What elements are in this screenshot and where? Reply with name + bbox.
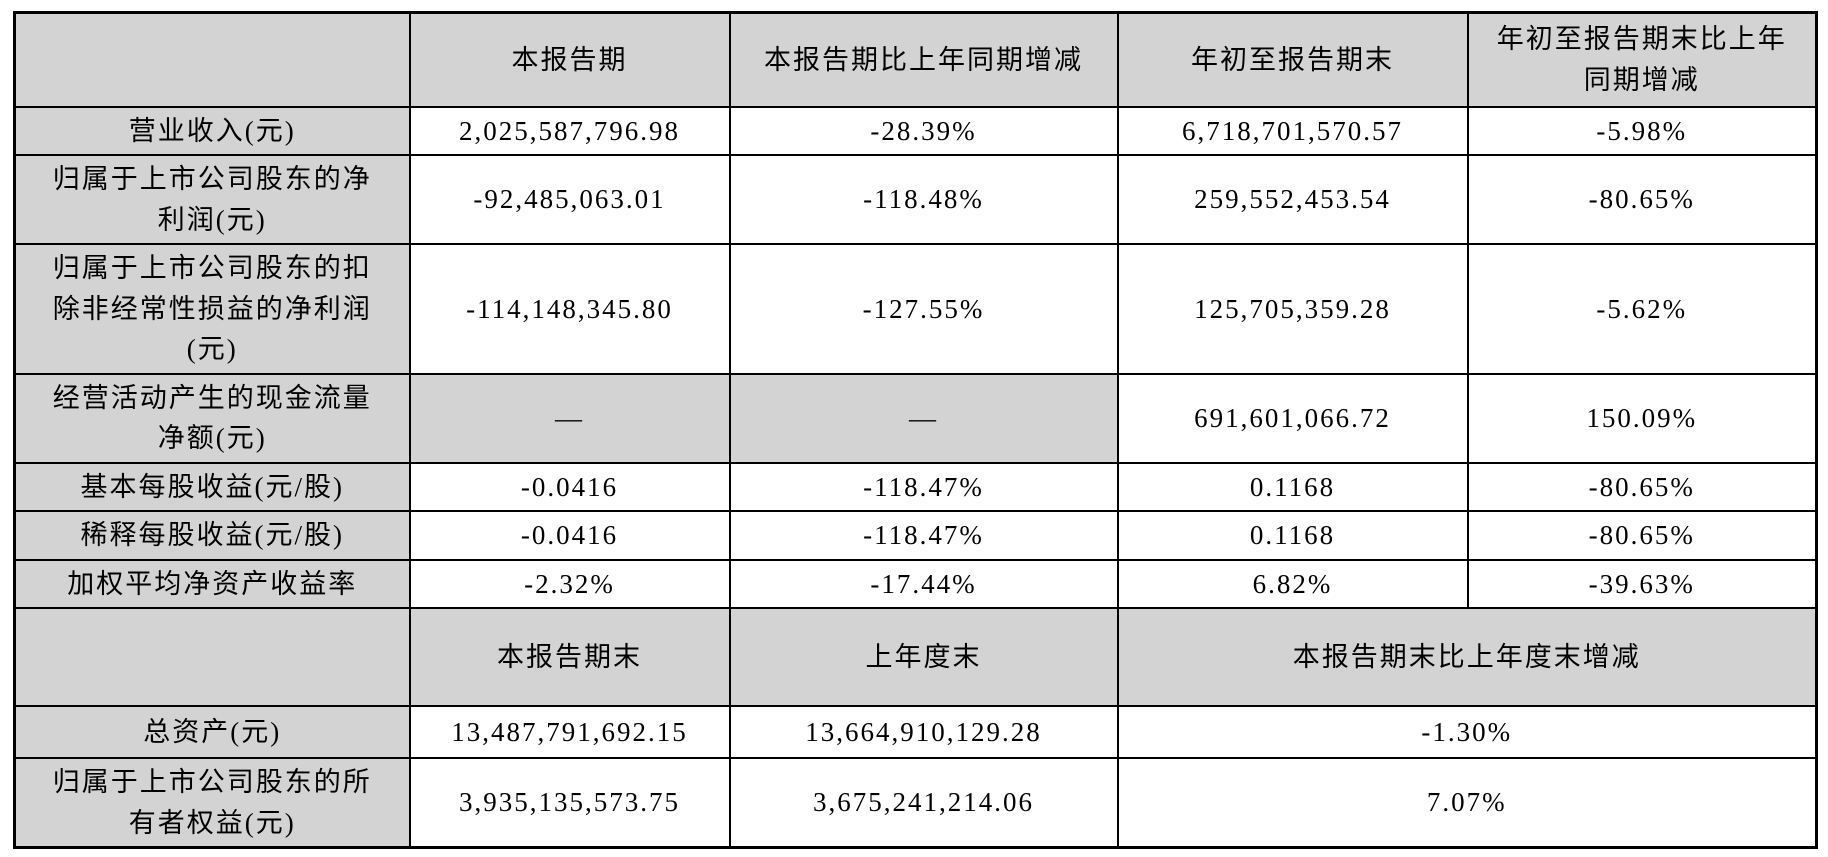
header-current-period: 本报告期	[408, 11, 731, 108]
corner-cell-period	[13, 11, 411, 108]
roe-ytd-value: 6.82%	[1116, 558, 1469, 609]
roe-current-value: -2.32%	[408, 558, 731, 609]
equity-period-end-value: 3,935,135,573.75	[408, 757, 731, 849]
basic-eps-yoy-value: -118.47%	[728, 461, 1119, 512]
total-assets-last-yearend-value: 13,664,910,129.28	[728, 705, 1119, 759]
diluted-eps-yoy-value: -118.47%	[728, 510, 1119, 561]
cash-flow-ytd-yoy-value: 150.09%	[1466, 372, 1818, 464]
revenue-ytd-yoy-value: -5.98%	[1466, 105, 1818, 156]
corner-cell-yearend	[13, 607, 411, 707]
label-net-profit-attributable: 归属于上市公司股东的净 利润(元)	[13, 154, 411, 245]
total-assets-change-value: -1.30%	[1116, 705, 1818, 759]
table-row-net-profit-excl-nonrecurring: 归属于上市公司股东的扣 除非经常性损益的净利润 (元) -114,148,345…	[13, 243, 1818, 375]
label-diluted-eps: 稀释每股收益(元/股)	[13, 510, 411, 561]
revenue-ytd-value: 6,718,701,570.57	[1116, 105, 1469, 156]
header-end-of-period: 本报告期末	[408, 607, 731, 707]
label-weighted-avg-roe: 加权平均净资产收益率	[13, 558, 411, 609]
table-row-revenue: 营业收入(元) 2,025,587,796.98 -28.39% 6,718,7…	[13, 105, 1818, 156]
equity-last-yearend-value: 3,675,241,214.06	[728, 757, 1119, 849]
table-row-operating-cash-flow: 经营活动产生的现金流量 净额(元) — — 691,601,066.72 150…	[13, 372, 1818, 464]
diluted-eps-ytd-value: 0.1168	[1116, 510, 1469, 561]
table-row-equity-attributable: 归属于上市公司股东的所 有者权益(元) 3,935,135,573.75 3,6…	[13, 757, 1818, 849]
header-change-vs-last-yearend: 本报告期末比上年度末增减	[1116, 607, 1818, 707]
label-net-profit-excl-nonrecurring: 归属于上市公司股东的扣 除非经常性损益的净利润 (元)	[13, 243, 411, 375]
header-ytd: 年初至报告期末	[1116, 11, 1469, 108]
revenue-current-value: 2,025,587,796.98	[408, 105, 731, 156]
net-profit-yoy-value: -118.48%	[728, 154, 1119, 245]
equity-change-value: 7.07%	[1116, 757, 1818, 849]
table-row-total-assets: 总资产(元) 13,487,791,692.15 13,664,910,129.…	[13, 705, 1818, 759]
cash-flow-current-value: —	[408, 372, 731, 464]
label-total-assets: 总资产(元)	[13, 705, 411, 759]
net-profit-ytd-value: 259,552,453.54	[1116, 154, 1469, 245]
diluted-eps-current-value: -0.0416	[408, 510, 731, 561]
total-assets-period-end-value: 13,487,791,692.15	[408, 705, 731, 759]
roe-ytd-yoy-value: -39.63%	[1466, 558, 1818, 609]
cash-flow-yoy-value: —	[728, 372, 1119, 464]
net-profit-excl-nr-current-value: -114,148,345.80	[408, 243, 731, 375]
net-profit-excl-nr-yoy-value: -127.55%	[728, 243, 1119, 375]
label-operating-cash-flow: 经营活动产生的现金流量 净额(元)	[13, 372, 411, 464]
table-row-weighted-avg-roe: 加权平均净资产收益率 -2.32% -17.44% 6.82% -39.63%	[13, 558, 1818, 609]
label-equity-attributable: 归属于上市公司股东的所 有者权益(元)	[13, 757, 411, 849]
cash-flow-ytd-value: 691,601,066.72	[1116, 372, 1469, 464]
label-operating-revenue: 营业收入(元)	[13, 105, 411, 156]
yearend-header-row: 本报告期末 上年度末 本报告期末比上年度末增减	[13, 607, 1818, 707]
header-end-of-last-year: 上年度末	[728, 607, 1119, 707]
diluted-eps-ytd-yoy-value: -80.65%	[1466, 510, 1818, 561]
revenue-yoy-value: -28.39%	[728, 105, 1119, 156]
net-profit-excl-nr-ytd-value: 125,705,359.28	[1116, 243, 1469, 375]
header-ytd-yoy-change: 年初至报告期末比上年 同期增减	[1466, 11, 1818, 108]
basic-eps-ytd-yoy-value: -80.65%	[1466, 461, 1818, 512]
basic-eps-current-value: -0.0416	[408, 461, 731, 512]
period-header-row: 本报告期 本报告期比上年同期增减 年初至报告期末 年初至报告期末比上年 同期增减	[13, 11, 1818, 108]
net-profit-ytd-yoy-value: -80.65%	[1466, 154, 1818, 245]
header-current-period-yoy-change: 本报告期比上年同期增减	[728, 11, 1119, 108]
table-row-net-profit: 归属于上市公司股东的净 利润(元) -92,485,063.01 -118.48…	[13, 154, 1818, 245]
label-basic-eps: 基本每股收益(元/股)	[13, 461, 411, 512]
net-profit-excl-nr-ytd-yoy-value: -5.62%	[1466, 243, 1818, 375]
net-profit-current-value: -92,485,063.01	[408, 154, 731, 245]
roe-yoy-value: -17.44%	[728, 558, 1119, 609]
basic-eps-ytd-value: 0.1168	[1116, 461, 1469, 512]
table-row-diluted-eps: 稀释每股收益(元/股) -0.0416 -118.47% 0.1168 -80.…	[13, 510, 1818, 561]
table-row-basic-eps: 基本每股收益(元/股) -0.0416 -118.47% 0.1168 -80.…	[13, 461, 1818, 512]
financial-summary-table: 本报告期 本报告期比上年同期增减 年初至报告期末 年初至报告期末比上年 同期增减…	[13, 11, 1818, 849]
